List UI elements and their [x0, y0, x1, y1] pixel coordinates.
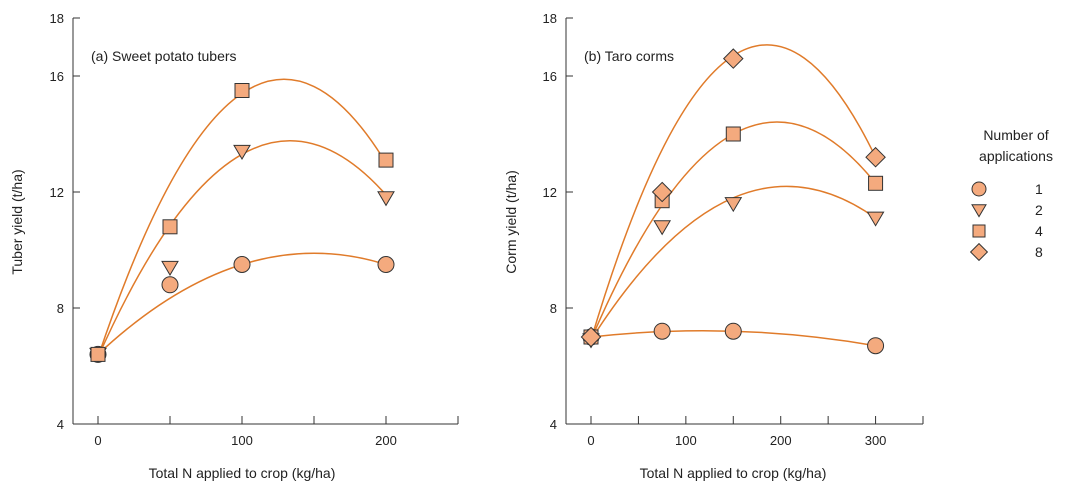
data-point-a-2-3: [377, 191, 395, 207]
x-tick-label: 100: [231, 433, 253, 448]
data-point-b-8-3: [865, 146, 886, 168]
panel-b-x-ticks: 0 100 200 300: [587, 416, 924, 448]
legend: Number of applications 1 2 4 8: [969, 127, 1053, 262]
legend-marker-2: [971, 204, 987, 218]
data-point-a-4-0: [90, 346, 106, 362]
x-tick-label: 300: [865, 433, 887, 448]
panel-sweet-potato: (a) Sweet potato tubers Tuber yield (t/h…: [9, 11, 459, 481]
data-point-b-1-1: [653, 322, 671, 340]
panel-a-x-ticks: 0 100 200: [94, 416, 459, 448]
y-tick-label: 4: [550, 417, 557, 432]
panel-a-points: [89, 83, 395, 363]
data-point-b-2-2: [724, 197, 743, 213]
x-tick-label: 0: [94, 433, 101, 448]
legend-label-4: 4: [1035, 223, 1043, 239]
y-tick-label: 8: [57, 301, 64, 316]
panel-a-title: (a) Sweet potato tubers: [91, 48, 237, 64]
data-point-b-2-3: [866, 211, 885, 227]
panel-a-xlabel: Total N applied to crop (kg/ha): [149, 465, 336, 481]
y-tick-label: 16: [543, 69, 557, 84]
panel-a-y-ticks: 4 8 12 16 18: [50, 11, 80, 432]
fit-curve-a-2: [97, 140, 387, 358]
y-tick-label: 18: [543, 11, 557, 26]
data-point-a-4-1: [162, 219, 178, 235]
legend-label-8: 8: [1035, 244, 1043, 260]
y-tick-label: 8: [550, 301, 557, 316]
x-tick-label: 100: [675, 433, 697, 448]
data-point-b-8-2: [722, 48, 744, 69]
data-point-a-2-2: [233, 144, 251, 160]
panel-a-curves: [97, 78, 387, 358]
data-point-a-1-1: [161, 276, 179, 294]
data-point-b-4-3: [868, 175, 884, 191]
data-point-a-1-3: [377, 256, 395, 273]
legend-entries: 1 2 4 8: [969, 181, 1043, 262]
legend-marker-4: [972, 224, 986, 238]
panel-b-ylabel: Corm yield (t/ha): [503, 170, 519, 273]
fit-curve-b-8: [590, 44, 877, 341]
data-point-a-4-2: [234, 83, 250, 98]
fit-curve-b-4: [590, 121, 877, 341]
data-point-b-2-1: [653, 220, 672, 236]
data-point-b-1-2: [724, 322, 742, 340]
panel-b-points: [580, 48, 886, 355]
fit-curve-a-4: [97, 78, 387, 358]
data-point-b-4-2: [725, 126, 741, 142]
data-point-b-8-1: [651, 181, 673, 203]
panel-b-curves: [590, 44, 877, 347]
legend-marker-8: [969, 242, 989, 262]
data-point-b-1-3: [867, 337, 885, 355]
data-point-b-8-0: [580, 326, 602, 348]
legend-label-2: 2: [1035, 202, 1043, 218]
panel-taro: (b) Taro corms Corm yield (t/ha) Total N…: [503, 11, 924, 481]
y-tick-label: 4: [57, 417, 64, 432]
panel-a-ylabel: Tuber yield (t/ha): [9, 169, 25, 274]
legend-marker-1: [971, 181, 987, 197]
data-point-a-1-2: [233, 256, 251, 273]
x-tick-label: 200: [770, 433, 792, 448]
panel-b-y-ticks: 4 8 12 16 18: [543, 11, 573, 432]
data-point-a-2-1: [161, 260, 179, 276]
data-point-a-4-3: [378, 152, 394, 168]
x-tick-label: 0: [587, 433, 594, 448]
legend-label-1: 1: [1035, 181, 1043, 197]
legend-title-line2: applications: [979, 148, 1053, 164]
y-tick-label: 18: [50, 11, 64, 26]
y-tick-label: 16: [50, 69, 64, 84]
legend-title-line1: Number of: [983, 127, 1048, 143]
panel-b-title: (b) Taro corms: [584, 48, 674, 64]
x-tick-label: 200: [375, 433, 397, 448]
y-tick-label: 12: [543, 185, 557, 200]
y-tick-label: 12: [50, 185, 64, 200]
panel-b-xlabel: Total N applied to crop (kg/ha): [640, 465, 827, 481]
